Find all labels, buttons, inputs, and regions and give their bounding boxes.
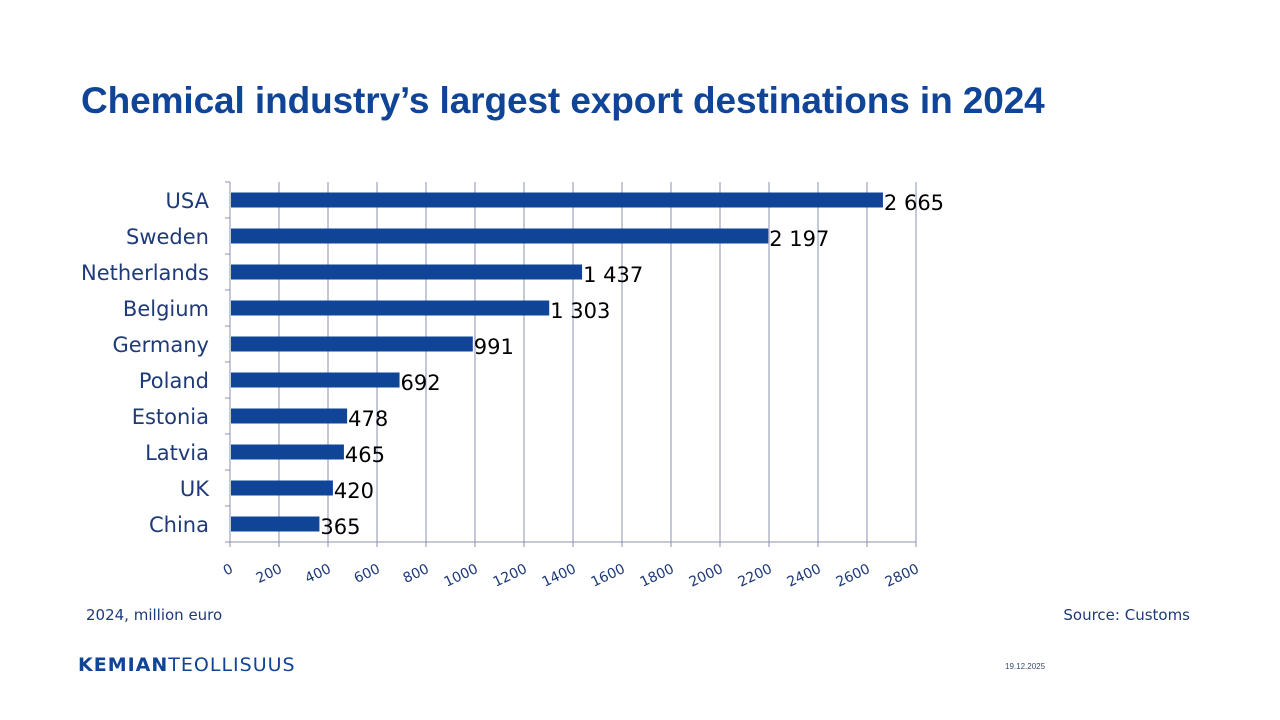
logo-bold: KEMIAN [78, 654, 169, 676]
data-label: 1 303 [550, 299, 610, 323]
data-label: 420 [334, 479, 374, 503]
category-label: Poland [139, 369, 209, 393]
category-labels: USA Sweden Netherlands Belgium Germany Poland… [81, 189, 210, 537]
bar [231, 264, 583, 280]
bar [231, 336, 473, 352]
x-tick-label: 1000 [442, 561, 481, 591]
x-tick-label: 1600 [589, 561, 628, 591]
bar [231, 228, 769, 244]
category-label: Estonia [132, 405, 209, 429]
x-tick-label: 2000 [687, 561, 726, 591]
category-label: UK [180, 477, 210, 501]
data-label: 478 [348, 407, 388, 431]
x-tick-labels: 0 200 400 600 800 1000 1200 1400 1600 1800 2000 220… [221, 561, 922, 591]
axes [225, 181, 917, 547]
data-label: 1 437 [583, 263, 643, 287]
category-label: Belgium [123, 297, 209, 321]
x-tick-label: 1200 [491, 561, 530, 591]
slide-title: Chemical industry’s largest export desti… [81, 80, 1045, 121]
data-label: 2 197 [769, 227, 829, 251]
bar [231, 444, 344, 460]
x-tick-label: 2400 [785, 561, 824, 591]
x-tick-label: 1400 [540, 561, 579, 591]
category-label: China [149, 513, 209, 537]
x-tick-label: 600 [352, 561, 383, 587]
x-tick-label: 0 [221, 561, 236, 579]
bar [231, 408, 348, 424]
category-label: Germany [112, 333, 209, 357]
x-tick-label: 1800 [638, 561, 677, 591]
x-tick-label: 200 [254, 561, 285, 587]
category-label: Netherlands [81, 261, 209, 285]
data-label: 991 [474, 335, 514, 359]
bar [231, 480, 333, 496]
bar [231, 192, 883, 208]
category-label: Sweden [126, 225, 209, 249]
source-note: Source: Customs [1063, 606, 1190, 624]
data-label: 465 [345, 443, 385, 467]
data-labels: 2 665 2 197 1 437 1 303 991 692 478 465 420 365 [320, 191, 944, 539]
data-label: 692 [401, 371, 441, 395]
slide-date: 19.12.2025 [1005, 662, 1046, 671]
data-label: 365 [320, 515, 360, 539]
logo-light: TEOLLISUUS [168, 654, 296, 676]
category-label: USA [166, 189, 210, 213]
bars [231, 192, 883, 532]
company-logo: KEMIANTEOLLISUUS [78, 654, 296, 676]
data-label: 2 665 [884, 191, 944, 215]
bar [231, 516, 320, 532]
bar [231, 372, 400, 388]
x-tick-label: 2800 [883, 561, 922, 591]
x-tick-label: 2200 [736, 561, 775, 591]
x-tick-label: 400 [303, 561, 334, 587]
unit-note: 2024, million euro [86, 606, 223, 624]
x-tick-label: 2600 [834, 561, 873, 591]
x-tick-label: 800 [401, 561, 432, 587]
category-label: Latvia [145, 441, 209, 465]
bar [231, 300, 550, 316]
